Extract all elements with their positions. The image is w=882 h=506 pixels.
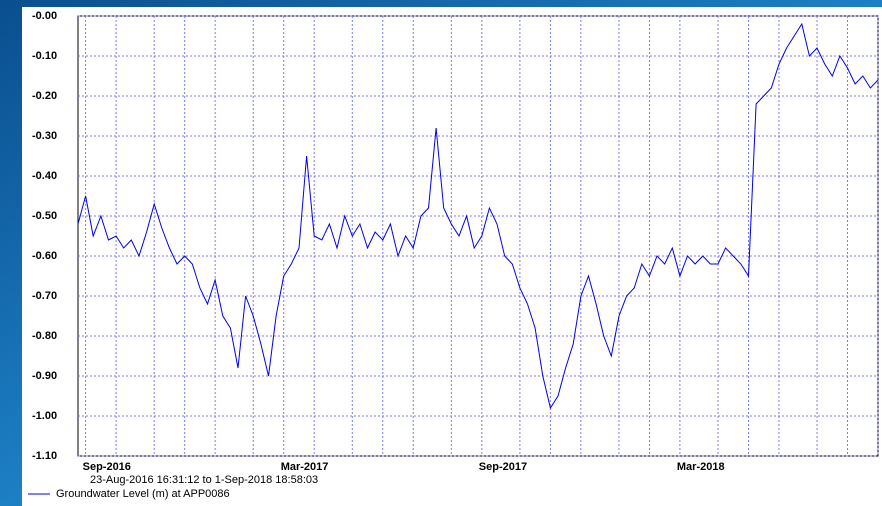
y-tick-label: -0.60: [32, 250, 57, 262]
y-tick-label: -0.00: [32, 10, 57, 22]
y-tick-label: -0.10: [32, 50, 57, 62]
y-tick-label: -0.90: [32, 370, 57, 382]
x-tick-label: Sep-2016: [83, 461, 131, 473]
y-tick-label: -1.10: [32, 450, 57, 462]
subtitle: 23-Aug-2016 16:31:12 to 1-Sep-2018 18:58…: [90, 474, 318, 486]
y-tick-label: -0.30: [32, 130, 57, 142]
y-tick-label: -0.50: [32, 210, 57, 222]
x-tick-label: Sep-2017: [479, 461, 527, 473]
y-tick-label: -1.00: [32, 410, 57, 422]
x-tick-label: Mar-2017: [281, 461, 329, 473]
y-tick-label: -0.80: [32, 330, 57, 342]
data-line: [77, 22, 879, 410]
x-tick-label: Mar-2018: [677, 461, 725, 473]
y-tick-label: -0.20: [32, 90, 57, 102]
y-tick-label: -0.40: [32, 170, 57, 182]
legend-label: Groundwater Level (m) at APP0086: [56, 488, 230, 500]
y-tick-label: -0.70: [32, 290, 57, 302]
plot-area: [77, 15, 879, 457]
